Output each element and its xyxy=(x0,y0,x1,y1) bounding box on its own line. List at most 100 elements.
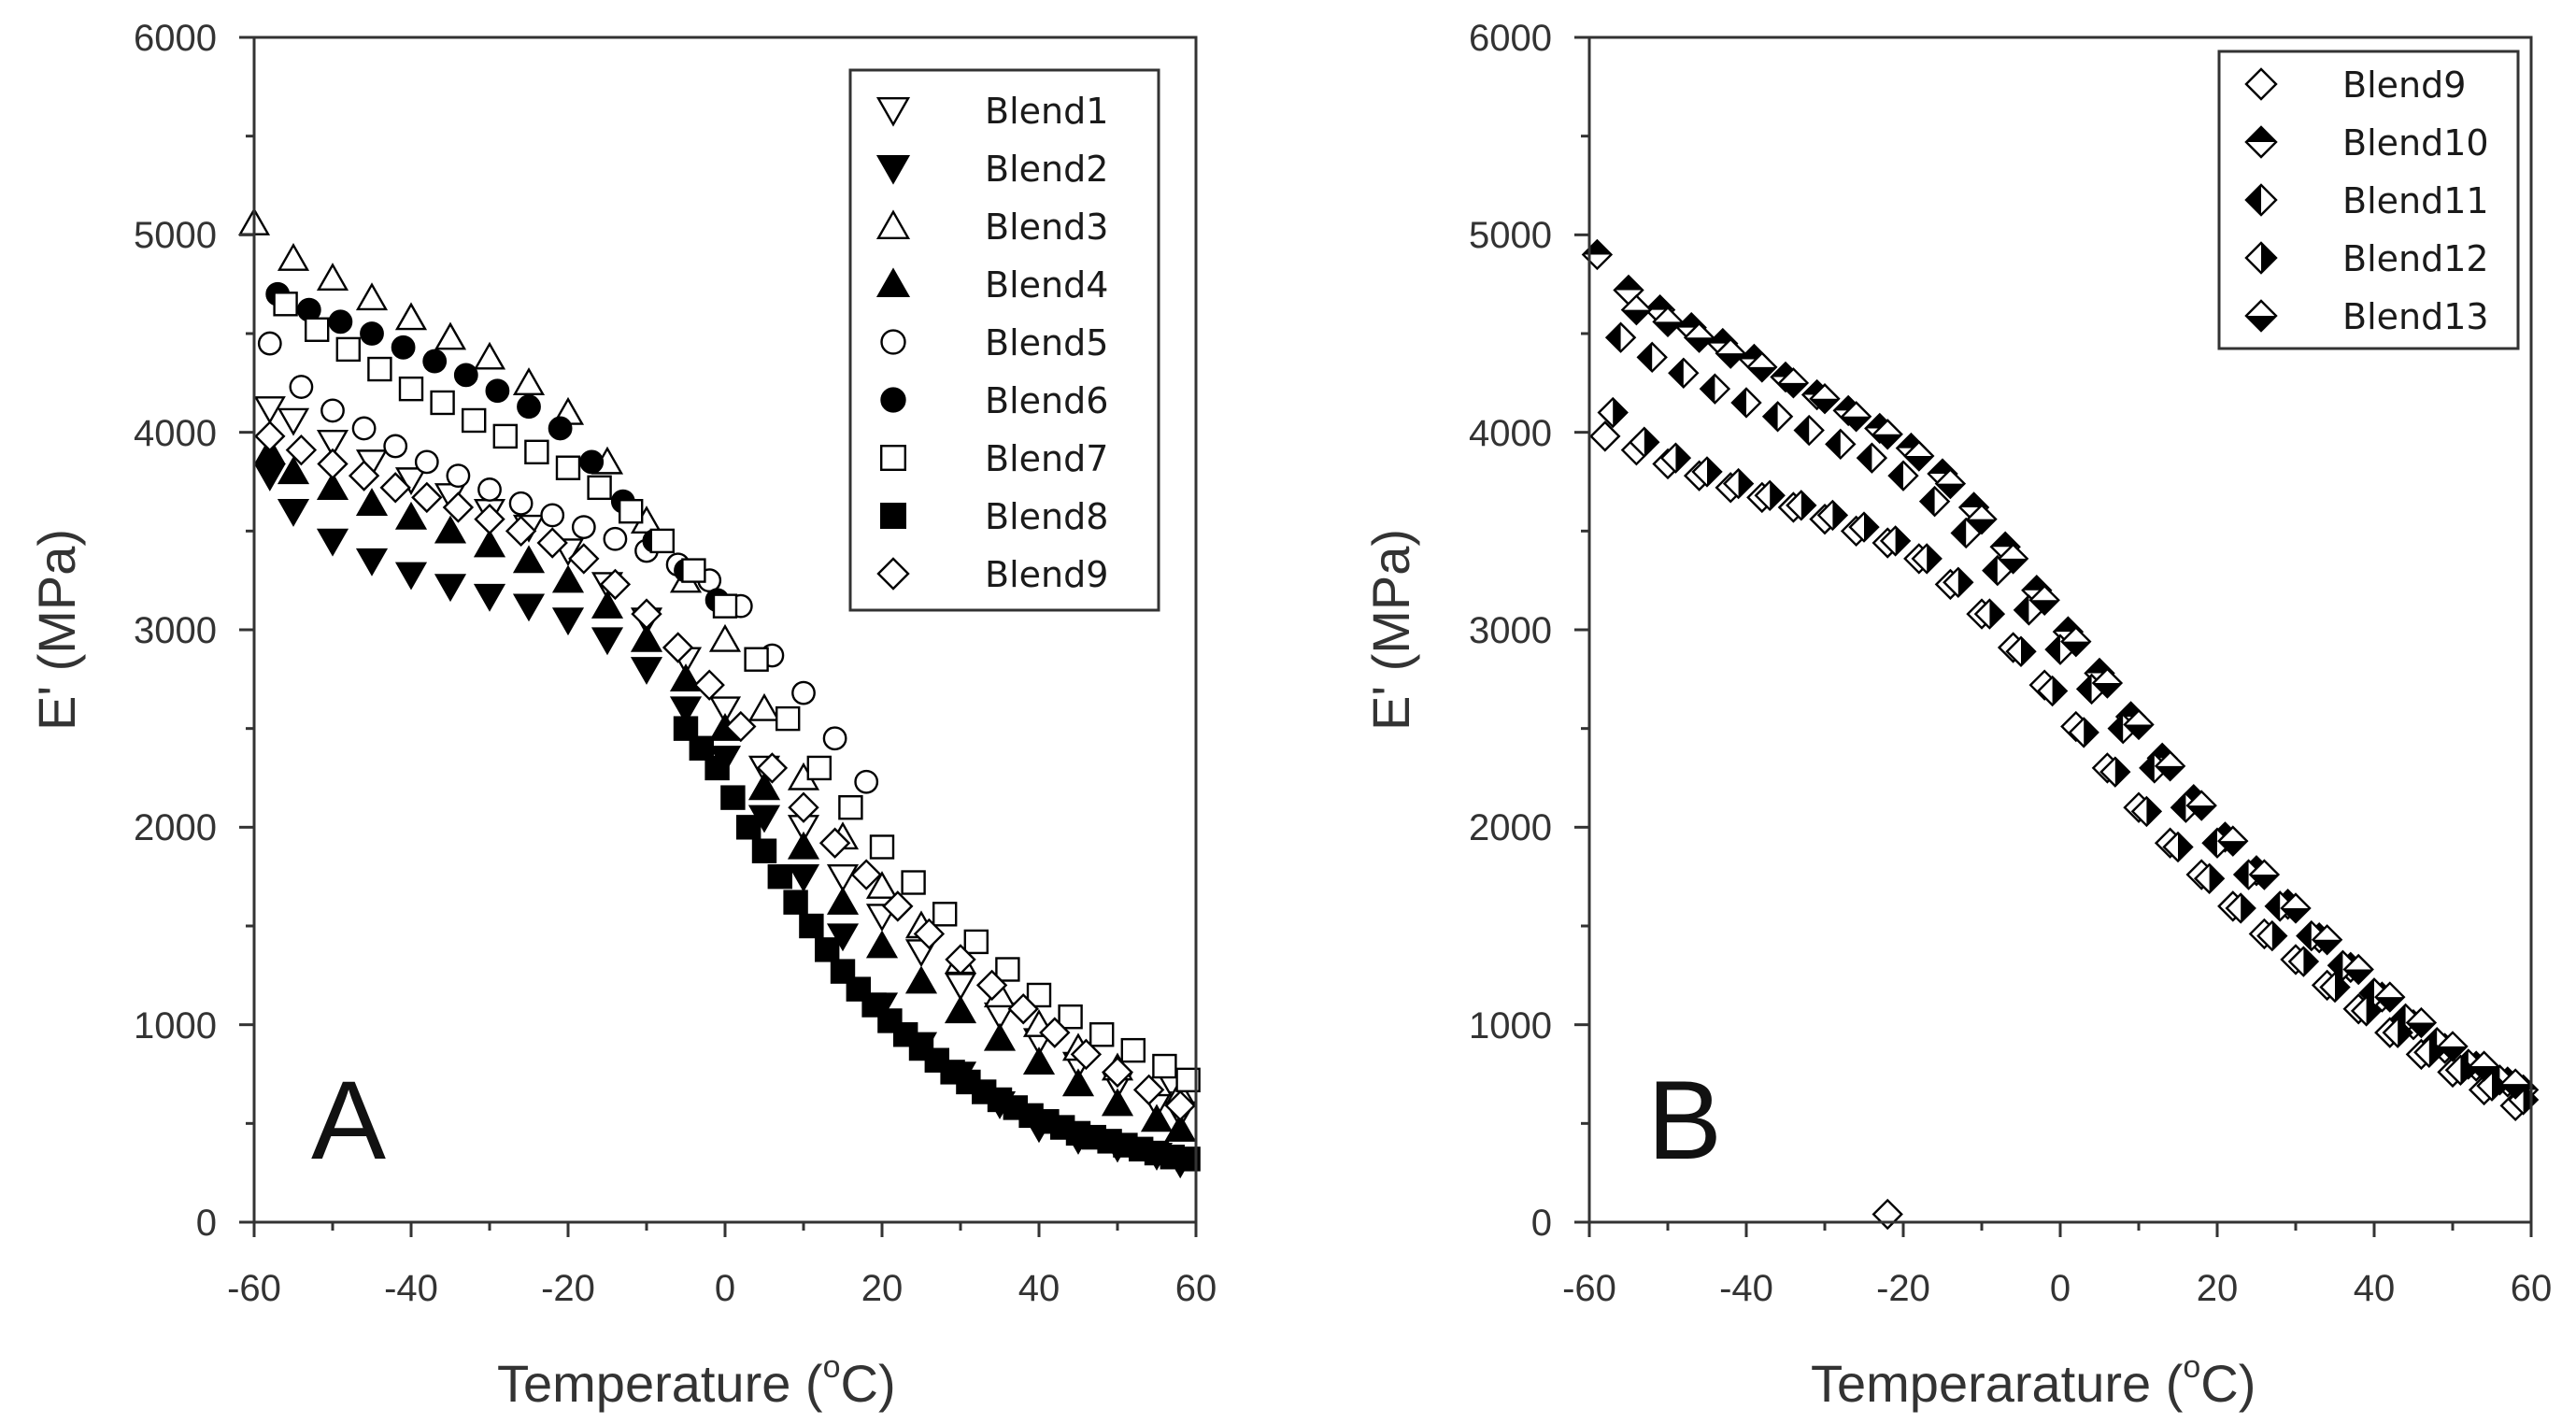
panel-b-y-tick-labels: 0 1000 2000 3000 4000 5000 6000 xyxy=(1469,18,1552,1244)
data-point xyxy=(512,545,546,574)
data-point xyxy=(1943,566,1974,598)
data-point xyxy=(477,477,502,502)
panel-b-y-tick-label: 2000 xyxy=(1469,807,1552,848)
data-point xyxy=(787,831,820,860)
data-point xyxy=(383,434,408,459)
legend-marker-blend9 xyxy=(2244,67,2278,101)
data-point xyxy=(1683,321,1715,353)
panel-a-legend-label: Blend5 xyxy=(985,322,1108,363)
data-point xyxy=(277,407,310,436)
data-point xyxy=(316,263,349,292)
data-point xyxy=(1848,511,1880,543)
data-point xyxy=(473,529,506,558)
data-point xyxy=(316,430,349,458)
data-point xyxy=(619,499,644,524)
data-point xyxy=(540,503,565,528)
panel-b-x-tick-labels: -60 -40 -20 0 20 40 60 xyxy=(1562,1268,2552,1309)
legend-marker-blend5 xyxy=(880,329,906,355)
data-point xyxy=(2374,981,2406,1013)
data-point xyxy=(1699,373,1731,405)
data-point xyxy=(2499,1068,2531,1100)
panel-a-x-axis-title: Temperature (oC) xyxy=(497,1349,896,1413)
legend-marker-blend3 xyxy=(875,209,911,240)
data-point xyxy=(712,593,738,619)
panel-a-legend-markers xyxy=(875,96,911,591)
data-point xyxy=(1070,1038,1103,1071)
data-point xyxy=(2413,1036,2445,1068)
data-point xyxy=(1786,490,1817,521)
data-point xyxy=(649,528,675,554)
data-point xyxy=(788,791,819,823)
panel-b-y-tick-label: 1000 xyxy=(1469,1005,1552,1047)
data-point xyxy=(1152,1053,1177,1079)
panel-a-y-tick-label: 1000 xyxy=(134,1005,217,1047)
data-point xyxy=(630,657,663,685)
data-point xyxy=(2028,584,2060,616)
panel-a-legend: Blend1 Blend2 Blend3 Blend4 Blend5 Blend… xyxy=(848,68,1160,612)
data-point xyxy=(2311,924,2343,956)
panel-b-legend-label: Blend10 xyxy=(2342,122,2489,164)
data-point xyxy=(355,548,389,577)
data-point xyxy=(434,574,467,603)
data-point xyxy=(1856,442,1888,474)
data-point xyxy=(708,623,742,652)
data-point xyxy=(603,526,628,551)
data-point xyxy=(1102,1056,1133,1089)
data-point xyxy=(317,448,349,480)
data-point xyxy=(1058,1004,1083,1030)
panel-a-label: A xyxy=(311,1058,386,1183)
panel-a-x-tick-label: 40 xyxy=(1018,1268,1060,1309)
data-point xyxy=(1022,1047,1056,1075)
data-point xyxy=(693,669,725,701)
series-blend13 xyxy=(1620,293,2531,1100)
series-blend5 xyxy=(257,331,879,794)
panel-b-ticks xyxy=(1574,36,2533,1237)
data-point xyxy=(277,456,310,485)
legend-marker-blend4 xyxy=(875,267,911,297)
series-blend4 xyxy=(253,436,1197,1142)
data-point xyxy=(1825,428,1857,461)
data-point xyxy=(1652,306,1684,338)
panel-b-y-tick-label: 3000 xyxy=(1469,610,1552,651)
data-point xyxy=(1934,467,1967,500)
panel-a-x-tick-label: -40 xyxy=(384,1268,438,1309)
data-point xyxy=(517,394,541,420)
data-point xyxy=(818,827,851,859)
data-point xyxy=(787,863,820,892)
data-point xyxy=(1061,1068,1095,1097)
data-point xyxy=(854,769,879,794)
data-point xyxy=(983,1022,1017,1051)
data-point xyxy=(673,716,699,741)
data-point xyxy=(1754,479,1786,511)
data-point xyxy=(394,562,428,591)
data-point xyxy=(1101,1088,1134,1117)
data-point xyxy=(360,321,384,346)
panel-a-legend-label: Blend6 xyxy=(985,380,1108,421)
data-point xyxy=(505,515,537,548)
data-point xyxy=(865,871,899,899)
data-point xyxy=(681,558,706,583)
data-point xyxy=(1140,1104,1174,1132)
data-point xyxy=(869,834,895,860)
data-point xyxy=(1620,293,1653,326)
data-point xyxy=(355,488,389,516)
panel-a-y-tick-label: 0 xyxy=(196,1203,217,1244)
panel-a-y-tick-label: 3000 xyxy=(134,610,217,651)
data-point xyxy=(2005,635,2037,667)
data-point xyxy=(799,913,824,939)
data-point xyxy=(1164,1089,1196,1122)
legend-marker-blend9 xyxy=(876,557,910,591)
data-point xyxy=(2091,667,2124,699)
data-point xyxy=(2287,946,2320,977)
data-point xyxy=(2193,862,2226,894)
panel-a-y-tick-label: 6000 xyxy=(134,18,217,59)
data-point xyxy=(305,317,330,342)
data-point xyxy=(944,995,977,1024)
data-point xyxy=(512,593,546,622)
data-point xyxy=(473,341,506,370)
data-point xyxy=(434,515,467,544)
data-point xyxy=(442,491,475,523)
data-point xyxy=(351,416,377,441)
series-blend7 xyxy=(273,292,1201,1093)
panel-b-marks xyxy=(1581,238,2540,1231)
